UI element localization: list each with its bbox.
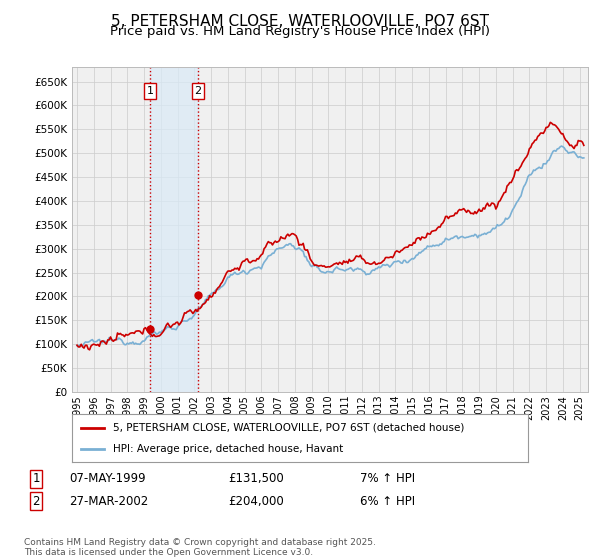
Bar bbox=[150, 67, 198, 392]
Text: Price paid vs. HM Land Registry's House Price Index (HPI): Price paid vs. HM Land Registry's House … bbox=[110, 25, 490, 38]
Text: 2: 2 bbox=[32, 494, 40, 508]
Text: 6% ↑ HPI: 6% ↑ HPI bbox=[360, 494, 415, 508]
Text: HPI: Average price, detached house, Havant: HPI: Average price, detached house, Hava… bbox=[113, 444, 343, 454]
Text: 27-MAR-2002: 27-MAR-2002 bbox=[69, 494, 148, 508]
Text: 7% ↑ HPI: 7% ↑ HPI bbox=[360, 472, 415, 486]
Text: 1: 1 bbox=[146, 86, 154, 96]
Text: £204,000: £204,000 bbox=[228, 494, 284, 508]
Text: 2: 2 bbox=[194, 86, 202, 96]
Text: 07-MAY-1999: 07-MAY-1999 bbox=[69, 472, 146, 486]
Text: 5, PETERSHAM CLOSE, WATERLOOVILLE, PO7 6ST: 5, PETERSHAM CLOSE, WATERLOOVILLE, PO7 6… bbox=[111, 14, 489, 29]
Text: 1: 1 bbox=[32, 472, 40, 486]
Text: 5, PETERSHAM CLOSE, WATERLOOVILLE, PO7 6ST (detached house): 5, PETERSHAM CLOSE, WATERLOOVILLE, PO7 6… bbox=[113, 423, 464, 433]
Text: Contains HM Land Registry data © Crown copyright and database right 2025.
This d: Contains HM Land Registry data © Crown c… bbox=[24, 538, 376, 557]
Text: £131,500: £131,500 bbox=[228, 472, 284, 486]
